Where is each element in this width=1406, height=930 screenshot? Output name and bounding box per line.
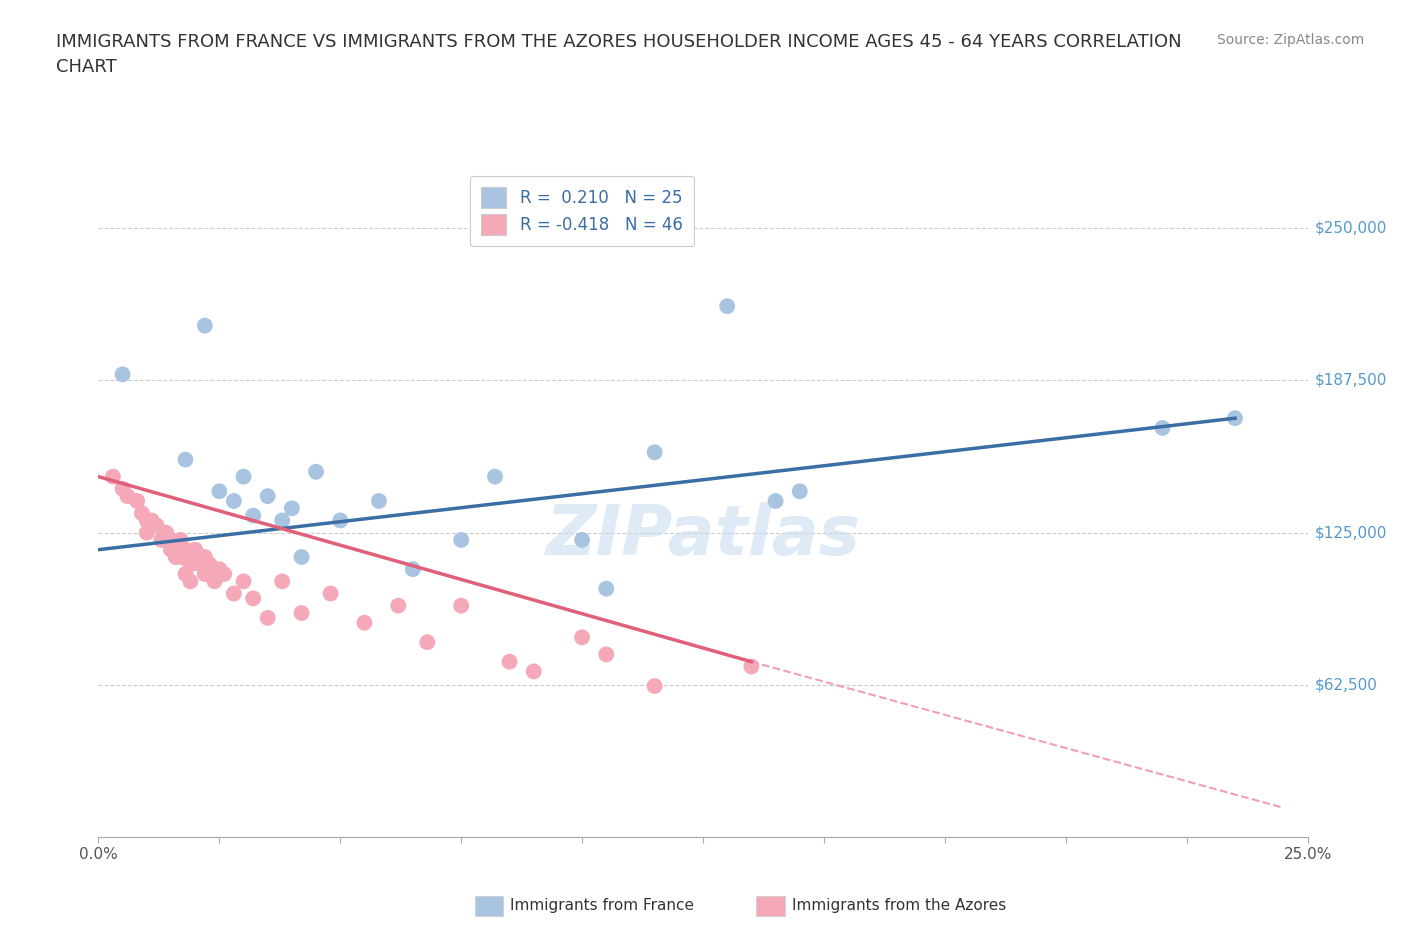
Point	[111, 482, 134, 497]
Point	[644, 445, 666, 459]
Point	[131, 506, 153, 521]
Point	[169, 533, 191, 548]
Point	[329, 513, 352, 528]
Point	[194, 318, 217, 333]
Point	[232, 574, 254, 589]
Point	[242, 508, 264, 523]
Text: $250,000: $250,000	[1315, 220, 1386, 236]
Point	[305, 464, 328, 479]
Point	[127, 494, 149, 509]
Text: Immigrants from the Azores: Immigrants from the Azores	[792, 898, 1005, 913]
Point	[271, 574, 294, 589]
Point	[165, 538, 187, 552]
Point	[222, 494, 245, 509]
Point	[179, 574, 201, 589]
Point	[1152, 420, 1174, 435]
Point	[571, 533, 593, 548]
Point	[281, 501, 304, 516]
Point	[160, 542, 183, 557]
Point	[484, 470, 506, 485]
Point	[208, 484, 231, 498]
Point	[212, 566, 235, 581]
Point	[353, 616, 375, 631]
Point	[498, 654, 520, 669]
Text: $187,500: $187,500	[1315, 373, 1386, 388]
Point	[402, 562, 425, 577]
Point	[150, 533, 173, 548]
Point	[242, 591, 264, 605]
Point	[290, 605, 312, 620]
Point	[135, 525, 157, 540]
Point	[208, 562, 231, 577]
Point	[368, 494, 391, 509]
Point	[188, 557, 211, 572]
Point	[145, 518, 167, 533]
Point	[165, 550, 187, 565]
Point	[256, 610, 278, 625]
Point	[117, 488, 139, 503]
Point	[387, 598, 409, 613]
Point	[194, 550, 217, 565]
Point	[595, 647, 617, 662]
Point	[141, 513, 163, 528]
Point	[416, 635, 439, 650]
Point	[789, 484, 811, 498]
Point	[179, 557, 201, 572]
Point	[232, 470, 254, 485]
Point	[271, 513, 294, 528]
Text: $62,500: $62,500	[1315, 677, 1378, 692]
Point	[644, 679, 666, 694]
Point	[155, 525, 177, 540]
Point	[765, 494, 787, 509]
Point	[194, 566, 217, 581]
Point	[174, 452, 197, 467]
Legend: R =  0.210   N = 25, R = -0.418   N = 46: R = 0.210 N = 25, R = -0.418 N = 46	[470, 176, 695, 246]
Text: IMMIGRANTS FROM FRANCE VS IMMIGRANTS FROM THE AZORES HOUSEHOLDER INCOME AGES 45 : IMMIGRANTS FROM FRANCE VS IMMIGRANTS FRO…	[56, 33, 1182, 75]
Text: $125,000: $125,000	[1315, 525, 1386, 540]
Text: Source: ZipAtlas.com: Source: ZipAtlas.com	[1216, 33, 1364, 46]
Point	[523, 664, 546, 679]
Point	[595, 581, 617, 596]
Point	[204, 574, 226, 589]
Point	[222, 586, 245, 601]
Point	[716, 299, 738, 313]
Point	[290, 550, 312, 565]
Point	[169, 550, 191, 565]
Point	[135, 513, 157, 528]
Point	[450, 533, 472, 548]
Point	[160, 533, 183, 548]
Point	[174, 566, 197, 581]
Point	[1223, 411, 1246, 426]
Text: ZIPatlas: ZIPatlas	[546, 502, 860, 569]
Point	[111, 367, 134, 382]
Point	[101, 470, 124, 485]
Point	[184, 542, 207, 557]
Point	[256, 488, 278, 503]
Point	[450, 598, 472, 613]
Point	[319, 586, 342, 601]
Point	[571, 630, 593, 644]
Text: Immigrants from France: Immigrants from France	[510, 898, 695, 913]
Point	[740, 659, 762, 674]
Point	[198, 557, 221, 572]
Point	[174, 542, 197, 557]
